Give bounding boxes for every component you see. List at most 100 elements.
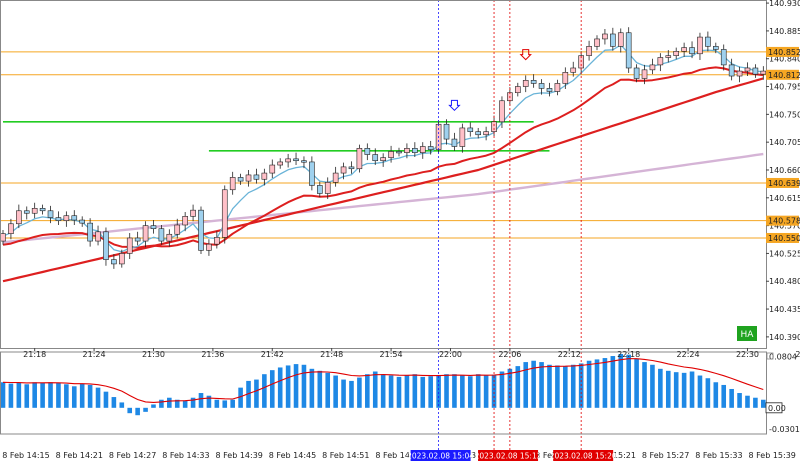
candle-body[interactable] — [617, 32, 624, 47]
candle-body[interactable] — [396, 151, 402, 154]
candle-body[interactable] — [134, 237, 141, 242]
candle-body[interactable] — [681, 47, 687, 52]
candle-body[interactable] — [364, 148, 371, 155]
candle-body[interactable] — [689, 47, 695, 55]
candle-body[interactable] — [530, 80, 537, 84]
candle-body[interactable] — [356, 148, 363, 170]
panel-resize-icon[interactable] — [766, 352, 774, 360]
candle-body[interactable] — [570, 67, 577, 73]
candle-body[interactable] — [269, 164, 276, 174]
price-level-tag[interactable] — [766, 46, 799, 57]
candle-body[interactable] — [39, 208, 46, 212]
candle-body[interactable] — [142, 225, 149, 242]
candle-body[interactable] — [467, 127, 474, 132]
candle-body[interactable] — [720, 49, 727, 66]
price-level-tag[interactable] — [766, 69, 799, 80]
candle-body[interactable] — [158, 228, 165, 242]
candle-body[interactable] — [79, 219, 85, 224]
candle-body[interactable] — [206, 243, 212, 251]
candle-body[interactable] — [340, 166, 347, 174]
candle-body[interactable] — [419, 146, 426, 153]
candle-body[interactable] — [483, 131, 489, 136]
candle-body[interactable] — [31, 208, 38, 214]
candle-body[interactable] — [285, 158, 291, 163]
candle-body[interactable] — [736, 70, 743, 77]
candle-body[interactable] — [427, 146, 434, 150]
price-level-tag[interactable] — [766, 215, 799, 226]
candle-body[interactable] — [71, 215, 78, 221]
candle-body[interactable] — [229, 177, 236, 191]
candle-body[interactable] — [166, 233, 173, 242]
candle-body[interactable] — [372, 154, 379, 162]
candle-body[interactable] — [594, 38, 600, 47]
candle-body[interactable] — [657, 57, 664, 66]
candle-body[interactable] — [562, 72, 569, 84]
candle-body[interactable] — [214, 237, 220, 245]
signal-down-arrow-icon[interactable] — [519, 49, 532, 61]
candle-body[interactable] — [625, 32, 632, 69]
candle-body[interactable] — [119, 253, 125, 265]
candle-body[interactable] — [475, 131, 482, 136]
candle-body[interactable] — [380, 157, 386, 162]
candle-body[interactable] — [332, 172, 339, 183]
time-marker-badge[interactable] — [410, 450, 471, 461]
candle-body[interactable] — [63, 215, 70, 221]
candle-body[interactable] — [538, 83, 545, 89]
candle-body[interactable] — [293, 158, 299, 162]
candle-body[interactable] — [237, 177, 244, 182]
candle-body[interactable] — [728, 64, 735, 77]
candle-body[interactable] — [174, 224, 181, 235]
candle-body[interactable] — [546, 88, 553, 92]
candle-body[interactable] — [261, 172, 268, 180]
candle-body[interactable] — [443, 123, 450, 140]
candle-body[interactable] — [55, 217, 62, 221]
candle-body[interactable] — [514, 86, 521, 94]
candle-body[interactable] — [610, 33, 616, 47]
candle-body[interactable] — [752, 67, 759, 75]
candle-body[interactable] — [245, 174, 252, 182]
candle-body[interactable] — [712, 46, 719, 50]
candle-body[interactable] — [23, 210, 30, 214]
candle-body[interactable] — [87, 222, 93, 242]
candle-body[interactable] — [182, 216, 188, 226]
candle-body[interactable] — [324, 182, 331, 194]
candle-body[interactable] — [16, 210, 22, 225]
candle-body[interactable] — [126, 237, 133, 254]
candle-body[interactable] — [253, 174, 260, 180]
price-level-tag[interactable] — [766, 177, 799, 188]
candle-body[interactable] — [705, 36, 711, 47]
candle-body[interactable] — [744, 67, 751, 72]
candle-body[interactable] — [301, 160, 307, 163]
candle-body[interactable] — [697, 36, 703, 55]
candle-body[interactable] — [95, 231, 101, 242]
time-marker-badge[interactable] — [478, 450, 539, 461]
candle-body[interactable] — [649, 64, 656, 71]
candle-body[interactable] — [8, 223, 14, 234]
time-marker-badge[interactable] — [553, 450, 614, 461]
candle-body[interactable] — [221, 189, 228, 238]
price-axis[interactable]: 140.930 140.885 140.840 140.795 140.750 140.7… — [766, 0, 800, 342]
ha-badge[interactable]: HA — [737, 326, 757, 341]
ha-indicator-badge[interactable] — [737, 326, 757, 341]
candle-body[interactable] — [459, 127, 466, 147]
candle-body[interactable] — [491, 121, 497, 132]
candle-body[interactable] — [602, 33, 608, 40]
candle-body[interactable] — [47, 210, 54, 218]
candle-body[interactable] — [0, 233, 6, 242]
candle-body[interactable] — [522, 80, 529, 87]
price-panel[interactable] — [0, 27, 767, 283]
candle-body[interactable] — [586, 46, 592, 56]
candle-body[interactable] — [665, 55, 672, 58]
candle-body[interactable] — [316, 185, 323, 194]
candle-body[interactable] — [190, 209, 196, 217]
candle-body[interactable] — [388, 151, 394, 158]
candle-body[interactable] — [309, 161, 315, 186]
candle-body[interactable] — [673, 51, 680, 56]
candle-body[interactable] — [554, 83, 561, 92]
candle-body[interactable] — [499, 100, 505, 123]
candle-body[interactable] — [760, 70, 767, 75]
candle-body[interactable] — [451, 138, 458, 147]
candle-body[interactable] — [198, 209, 204, 251]
candle-body[interactable] — [348, 166, 355, 170]
